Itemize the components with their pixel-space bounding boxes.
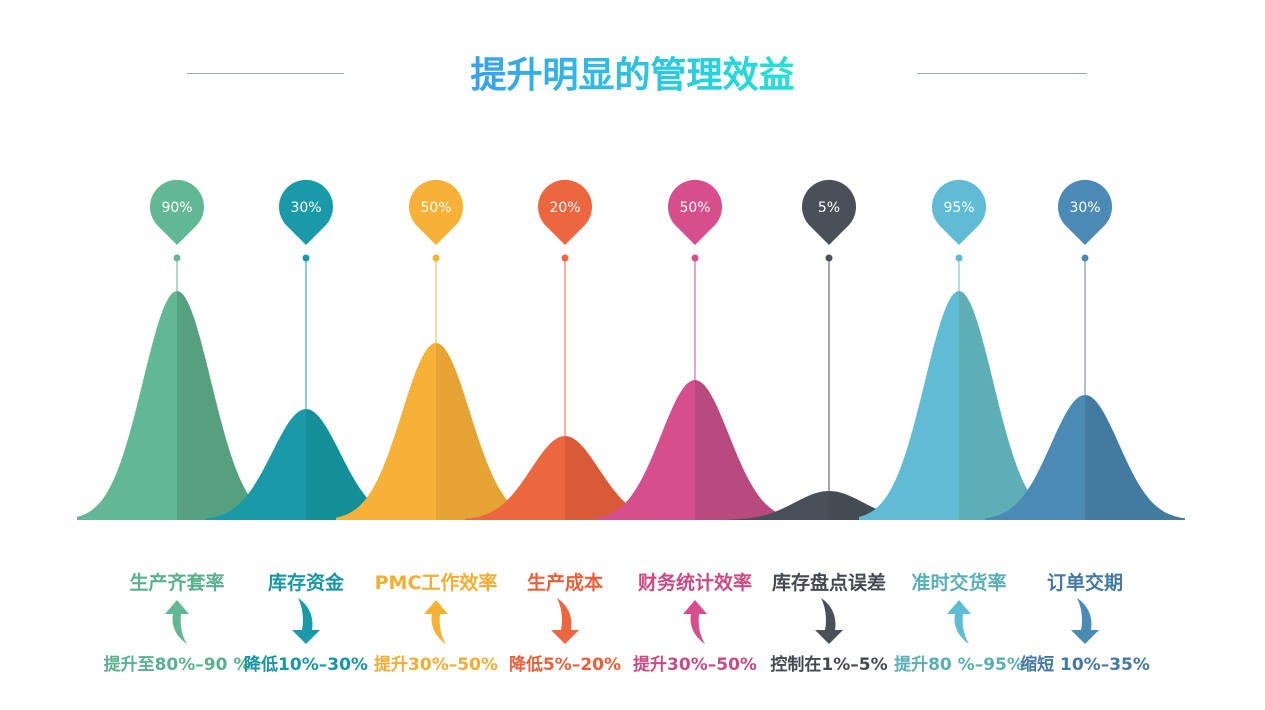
- pin-dot: [691, 254, 699, 262]
- item-name: PMC工作效率: [374, 572, 498, 594]
- title-text: 提升明显的管理效益: [470, 55, 795, 96]
- arrow-up-icon: [939, 596, 979, 646]
- bell-right-half: [695, 380, 795, 520]
- percent-label: 30%: [290, 200, 321, 216]
- bell-left-half: [729, 491, 829, 520]
- arrow-down-icon: [809, 596, 849, 646]
- item-name: 生产齐套率: [129, 572, 225, 594]
- percent-label: 90%: [161, 200, 192, 216]
- bell-right-half: [829, 491, 929, 520]
- percent-label: 95%: [943, 200, 974, 216]
- item-description: 控制在1%–5%: [770, 655, 888, 675]
- bell-left-half: [859, 291, 959, 520]
- bell-right-half: [1085, 395, 1185, 520]
- percent-label: 30%: [1069, 200, 1100, 216]
- bell-right-half: [436, 343, 536, 520]
- item-name: 财务统计效率: [637, 572, 752, 594]
- map-pin-icon: [802, 179, 857, 245]
- arrow-down-icon: [545, 596, 585, 646]
- bell-right-half: [306, 409, 406, 520]
- item-name: 订单交期: [1046, 572, 1123, 594]
- pin-dot: [173, 254, 181, 262]
- title-rule-left: [187, 73, 344, 74]
- percent-label: 20%: [549, 200, 580, 216]
- map-pin-icon: [538, 179, 592, 245]
- item-name: 库存盘点误差: [771, 572, 886, 594]
- item-name: 准时交货率: [911, 572, 1007, 594]
- map-pin-icon: [408, 179, 463, 245]
- page-title: 提升明显的管理效益: [0, 46, 1265, 98]
- bell-left-half: [595, 380, 695, 520]
- item-description: 降低10%–30%: [244, 655, 368, 675]
- item-description: 提升80 %–95%: [894, 655, 1024, 675]
- item-name: 库存资金: [267, 572, 344, 594]
- map-pin-icon: [279, 179, 333, 245]
- bell-left-half: [985, 395, 1085, 520]
- pin-dot: [955, 254, 963, 262]
- pin-dot: [432, 254, 440, 262]
- bell-left-half: [336, 343, 436, 520]
- title-rule-right: [917, 73, 1087, 74]
- map-pin-icon: [150, 179, 204, 245]
- arrow-up-icon: [675, 596, 715, 646]
- arrow-down-icon: [1065, 596, 1105, 646]
- percent-label: 50%: [420, 200, 451, 216]
- bell-left-half: [77, 291, 177, 520]
- bell-right-half: [565, 436, 665, 520]
- map-pin-icon: [931, 179, 986, 245]
- map-pin-icon: [668, 179, 723, 245]
- map-pin-icon: [1058, 179, 1112, 245]
- pin-dot: [561, 254, 569, 262]
- percent-label: 5%: [818, 200, 840, 216]
- item-description: 提升30%–50%: [633, 655, 757, 675]
- bell-left-half: [465, 436, 565, 520]
- arrow-down-icon: [286, 596, 326, 646]
- item-description: 缩短 10%–35%: [1020, 655, 1150, 675]
- item-description: 降低5%–20%: [508, 655, 622, 675]
- bell-right-half: [959, 291, 1059, 520]
- item-name: 生产成本: [526, 572, 603, 594]
- arrow-up-icon: [416, 596, 456, 646]
- pin-dot: [302, 254, 310, 262]
- item-description: 提升30%–50%: [374, 655, 498, 675]
- arrow-up-icon: [157, 596, 197, 646]
- percent-label: 50%: [679, 200, 710, 216]
- pin-dot: [825, 254, 833, 262]
- pin-dot: [1081, 254, 1089, 262]
- bell-left-half: [206, 409, 306, 520]
- item-description: 提升至80%–90 %: [103, 655, 251, 675]
- bell-right-half: [177, 291, 277, 520]
